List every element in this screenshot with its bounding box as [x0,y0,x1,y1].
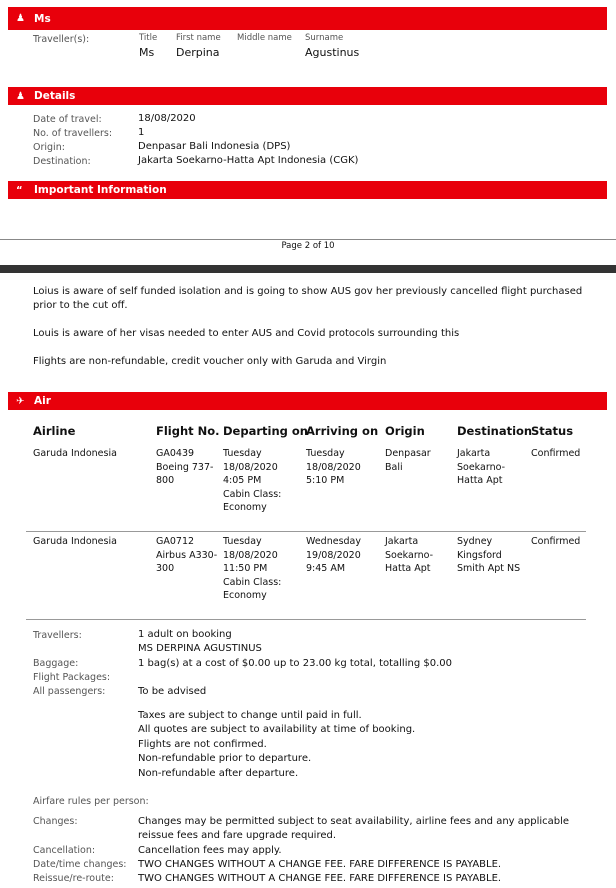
baggage-label: Baggage: [33,658,79,669]
cancellation-value: Cancellation fees may apply. [138,845,282,856]
col-surname: Surname [305,33,344,43]
all-passengers-label: All passengers: [33,686,106,697]
page-number: Page 2 of 10 [281,241,335,251]
detail-label: Destination: [33,156,91,167]
row-divider [26,531,586,532]
person-icon: ♟ [16,13,25,24]
status: Confirmed [531,448,581,459]
changes-label: Changes: [33,816,78,827]
detail-value: 1 [138,127,145,138]
changes-value: reissue fees and fare upgrade required. [138,830,337,841]
reissue-label: Reissue/re-route: [33,873,114,884]
travellers-value: 1 adult on booking [138,629,232,640]
arriving: Tuesday 18/08/2020 5:10 PM [306,448,361,486]
travellers-label: Travellers: [33,630,82,641]
arriving: Wednesday 19/08/2020 9:45 AM [306,536,362,574]
origin: Denpasar Bali [385,448,431,473]
flight-no: GA0439 Boeing 737- 800 [156,448,214,486]
col-header-destination: Destination [457,424,533,438]
air-section-header: ✈ Air [8,392,607,410]
status: Confirmed [531,536,581,547]
col-first: First name [176,33,221,43]
person-icon: ♟ [16,90,25,102]
page-divider [0,239,616,240]
quote-icon: “ [16,184,23,196]
reissue-value: TWO CHANGES WITHOUT A CHANGE FEE. FARE D… [138,873,502,884]
airline: Garuda Indonesia [33,536,117,547]
title-value: Ms [139,46,155,59]
flight-no: GA0712 Airbus A330- 300 [156,536,218,574]
note-line: Flights are non-refundable, credit vouch… [33,356,387,367]
col-header-arriving: Arriving on [306,424,379,438]
departing: Tuesday 18/08/2020 11:50 PM Cabin Class:… [223,536,282,601]
baggage-value: 1 bag(s) at a cost of $0.00 up to 23.00 … [138,658,452,669]
destination: Jakarta Soekarno- Hatta Apt [457,448,506,486]
detail-label: Origin: [33,142,65,153]
surname-value: Agustinus [305,46,360,59]
detail-value: Denpasar Bali Indonesia (DPS) [138,141,291,152]
origin: Jakarta Soekarno- Hatta Apt [385,536,434,574]
note-line: Loius is aware of self funded isolation … [33,286,583,297]
col-header-status: Status [531,424,574,438]
term-line: Non-refundable prior to departure. [138,753,312,764]
departing: Tuesday 18/08/2020 4:05 PM Cabin Class: … [223,448,282,513]
section-title: Air [34,395,51,407]
airline: Garuda Indonesia [33,448,117,459]
col-header-airline: Airline [33,424,76,438]
col-header-origin: Origin [385,424,425,438]
date-changes-label: Date/time changes: [33,859,127,870]
page-break [0,265,616,273]
first-name-value: Derpina [176,46,220,59]
cancellation-label: Cancellation: [33,845,96,856]
packages-label: Flight Packages: [33,672,111,683]
changes-value: Changes may be permitted subject to seat… [138,816,570,827]
term-line: All quotes are subject to availability a… [138,724,416,735]
important-section-header: “ Important Information [8,181,607,199]
names-section-header: ♟ Ms [8,7,607,30]
col-middle: Middle name [237,33,292,43]
col-title: Title [139,33,158,43]
details-section-header: ♟ Details [8,87,607,105]
date-changes-value: TWO CHANGES WITHOUT A CHANGE FEE. FARE D… [138,859,502,870]
section-title: Important Information [34,184,167,196]
term-line: Flights are not confirmed. [138,739,267,750]
destination: Sydney Kingsford Smith Apt NS [457,536,521,574]
col-header-departing: Departing on [223,424,308,438]
section-title: Details [34,90,76,102]
traveller-label: Traveller(s): [33,34,90,45]
term-line: Non-refundable after departure. [138,768,299,779]
detail-value: 18/08/2020 [138,113,196,124]
detail-label: Date of travel: [33,114,102,125]
detail-label: No. of travellers: [33,128,113,139]
traveller-name: MS DERPINA AGUSTINUS [138,643,262,654]
note-line: Louis is aware of her visas needed to en… [33,328,460,339]
all-passengers-value: To be advised [138,686,207,697]
note-line: prior to the cut off. [33,300,128,311]
term-line: Taxes are subject to change until paid i… [138,710,362,721]
col-header-flight: Flight No. [156,424,220,438]
section-title: Ms [34,12,51,25]
detail-value: Jakarta Soekarno-Hatta Apt Indonesia (CG… [138,155,359,166]
row-divider [26,619,586,620]
plane-icon: ✈ [16,395,25,407]
airfare-rules-title: Airfare rules per person: [33,796,149,807]
